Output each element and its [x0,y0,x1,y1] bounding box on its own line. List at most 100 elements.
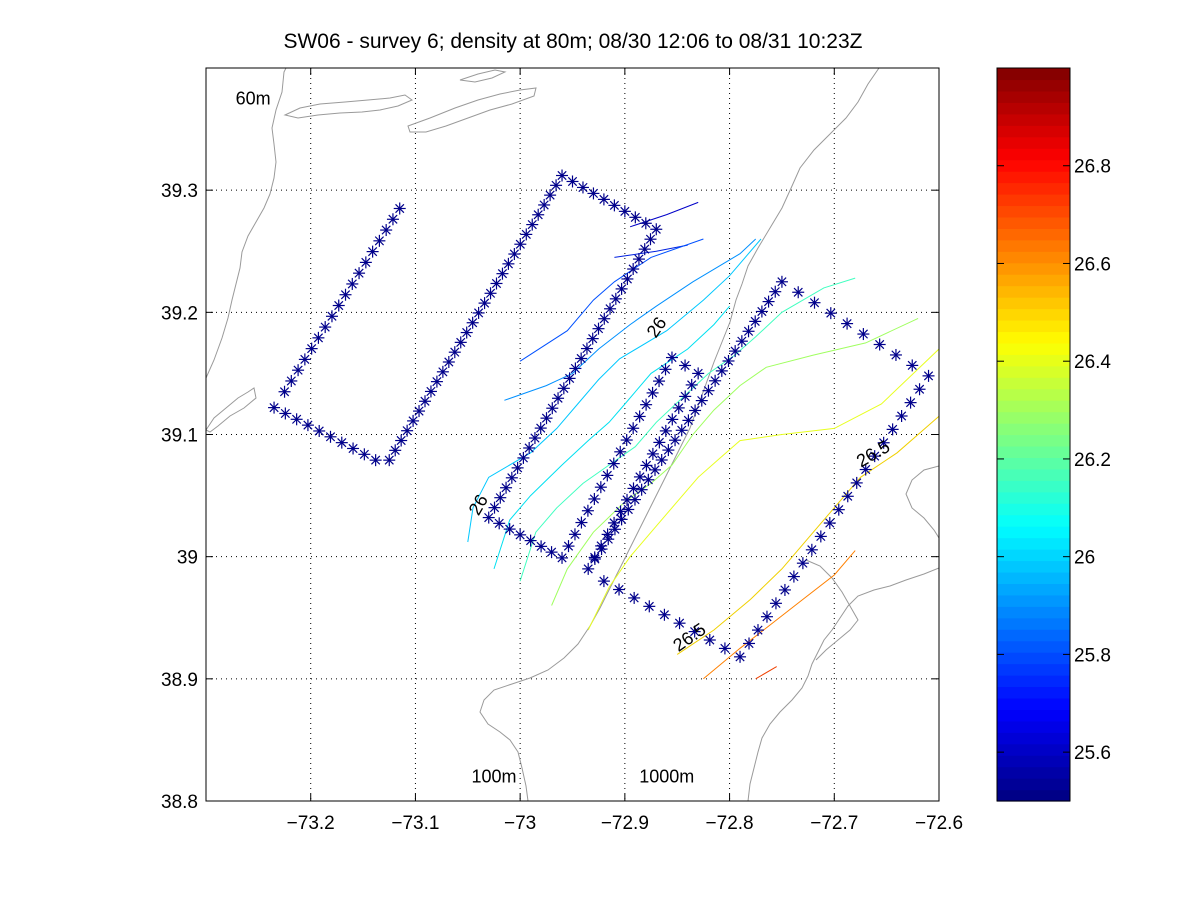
station-marker [618,205,631,218]
station-marker [502,257,515,270]
colorbar-segment [997,445,1070,458]
station-marker [488,501,501,514]
colorbar-segment [997,297,1070,310]
station-marker [644,233,657,246]
station-marker [601,469,614,482]
station-marker [442,356,455,369]
station-marker [535,540,548,553]
colorbar-tick-label: 25.6 [1074,743,1111,764]
station-marker [688,625,701,638]
station-marker [633,470,646,483]
colorbar-segment [997,182,1070,195]
station-marker [729,345,742,358]
station-marker [922,369,935,382]
colorbar-segment [997,411,1070,424]
station-marker [386,213,399,226]
station-marker [608,523,621,536]
station-marker [508,248,521,261]
station-marker [347,442,360,455]
bathymetry-lines [206,68,939,801]
station-marker [285,374,298,387]
y-tick-label: 39.2 [161,303,198,324]
station-marker [904,396,917,409]
colorbar-tick-label: 25.8 [1074,645,1111,666]
station-markers [268,169,935,663]
station-marker [544,189,557,202]
colorbar-segment [997,743,1070,756]
station-marker [615,282,628,295]
colorbar-segment [997,778,1070,791]
station-marker [430,375,443,388]
station-marker [607,457,620,470]
station-marker [505,471,518,484]
station-marker [832,503,845,516]
station-marker [366,245,379,258]
colorbar-segment [997,342,1070,355]
station-marker [393,202,406,215]
station-marker [755,305,768,318]
colorbar-segment [997,537,1070,550]
station-marker [424,385,437,398]
colorbar-segment [997,354,1070,367]
station-marker [639,217,652,230]
x-tick-label: −72.8 [706,813,754,834]
station-marker [389,444,402,457]
shoal-1 [283,94,414,119]
station-marker [503,523,516,536]
station-marker [642,473,655,486]
colorbar-segment [997,251,1070,264]
station-marker [500,481,513,494]
station-marker [638,243,651,256]
station-marker [520,228,533,241]
station-marker [628,493,641,506]
station-marker [332,299,345,312]
station-marker [538,198,551,211]
station-marker [597,193,610,206]
station-marker [673,617,686,630]
station-marker [672,401,685,414]
contour-line [493,305,730,570]
station-marker [743,637,756,650]
contour-line [467,238,762,543]
station-marker [526,218,539,231]
station-marker [613,583,626,596]
station-marker [669,434,682,447]
station-marker [653,375,666,388]
station-marker [383,454,396,467]
station-marker [650,223,663,236]
station-marker [598,312,611,325]
station-marker [635,483,648,496]
station-marker [649,463,662,476]
station-marker [769,285,782,298]
colorbar-frame [996,67,1071,802]
station-marker [305,342,318,355]
station-marker [339,288,352,301]
station-marker [313,424,326,437]
station-marker [653,436,666,449]
station-marker [703,634,716,647]
station-marker [792,286,805,299]
station-marker [582,562,595,575]
station-marker [868,450,881,463]
station-marker [534,422,547,435]
colorbar-segment [997,640,1070,653]
depth-annotation: 60m [236,89,271,109]
station-marker [517,451,530,464]
station-marker [359,256,372,269]
station-marker [413,405,426,418]
station-marker [523,441,536,454]
station-marker [418,395,431,408]
station-marker [524,534,537,547]
station-marker [857,328,870,341]
station-marker [395,434,408,447]
station-marker [614,445,627,458]
x-tick-label: −72.9 [601,813,649,834]
colorbar-segment [997,583,1070,596]
colorbar-tick-label: 26 [1074,548,1095,569]
station-marker [602,533,615,546]
y-tick-label: 38.8 [161,792,198,813]
colorbar-segment [997,652,1070,665]
station-marker [448,346,461,359]
station-marker [682,414,695,427]
colorbar-segment [997,594,1070,607]
